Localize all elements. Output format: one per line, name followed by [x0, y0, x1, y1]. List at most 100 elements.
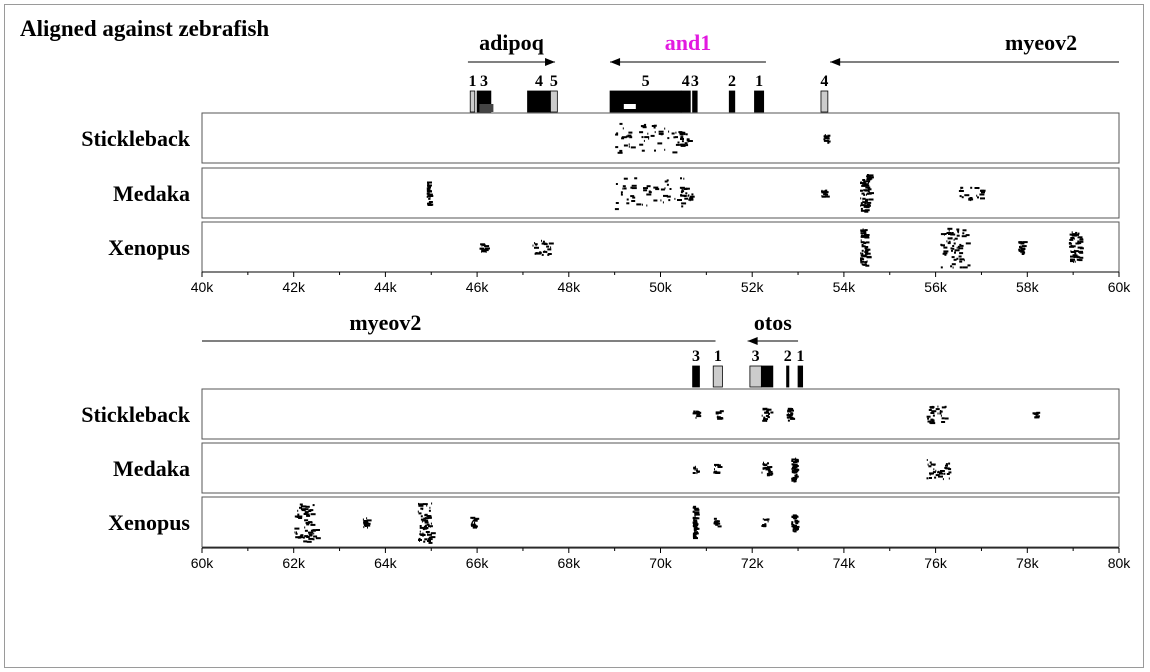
exon-label: 4 [682, 73, 690, 90]
alignment-dot [865, 183, 869, 186]
alignment-dot [930, 418, 934, 421]
alignment-dot [928, 465, 932, 468]
alignment-dot [306, 523, 310, 526]
alignment-dot [980, 189, 984, 192]
alignment-dot [694, 507, 696, 510]
alignment-dot [1035, 415, 1040, 418]
alignment-dot [1078, 259, 1083, 262]
alignment-dot [630, 195, 635, 198]
alignment-dot [681, 140, 684, 143]
alignment-dot [687, 138, 689, 141]
alignment-dot [684, 142, 688, 145]
alignment-dot [641, 203, 643, 206]
alignment-dot [681, 190, 685, 193]
alignment-dot [714, 522, 720, 525]
alignment-dot [666, 179, 669, 182]
alignment-dot [696, 472, 698, 475]
alignment-dot [639, 143, 644, 146]
alignment-dot [793, 517, 798, 520]
track-label-xenopus: Xenopus [108, 235, 190, 260]
alignment-dot [959, 266, 963, 269]
alignment-dot [693, 519, 695, 522]
alignment-dot [419, 530, 421, 533]
alignment-dot [316, 529, 320, 531]
alignment-dot [297, 513, 300, 516]
alignment-dot [1074, 252, 1077, 255]
alignment-dot [542, 250, 547, 253]
alignment-dot [794, 520, 800, 523]
alignment-dot [694, 527, 700, 530]
alignment-dot [308, 521, 313, 524]
alignment-dot [547, 253, 550, 256]
alignment-dot [646, 193, 652, 196]
alignment-dot [946, 232, 952, 234]
alignment-dot [294, 531, 296, 534]
alignment-dot [668, 130, 670, 133]
exon-block [527, 90, 551, 113]
gene-arrow-otos [747, 337, 758, 345]
alignment-dot [761, 471, 763, 474]
alignment-dot [428, 195, 430, 198]
alignment-dot [865, 264, 870, 267]
alignment-dot [761, 414, 763, 417]
alignment-dot [763, 416, 766, 419]
alignment-dot [419, 525, 422, 527]
alignment-dot [428, 201, 433, 203]
alignment-dot [367, 526, 368, 529]
alignment-dot [694, 468, 696, 471]
alignment-dot [791, 479, 794, 482]
alignment-dot [944, 417, 949, 420]
alignment-dot [962, 229, 967, 232]
exon-block [469, 90, 476, 113]
alignment-dot [762, 419, 768, 422]
alignment-dot [940, 233, 945, 236]
alignment-dot [941, 406, 946, 409]
alignment-dot [623, 144, 628, 147]
alignment-dot [474, 521, 476, 524]
alignment-dot [861, 184, 866, 187]
alignment-dot [304, 529, 308, 532]
alignment-dot [696, 470, 700, 473]
alignment-dot [300, 534, 304, 537]
alignment-dot [687, 140, 693, 142]
alignment-dot [532, 244, 534, 247]
alignment-dot [636, 203, 642, 206]
alignment-dot [422, 503, 428, 506]
alignment-dot [428, 195, 431, 198]
alignment-dot [792, 526, 796, 529]
alignment-dot [474, 517, 480, 520]
alignment-dot [424, 517, 429, 520]
alignment-dot [675, 131, 677, 134]
exon-block [728, 90, 736, 113]
track-label-stickleback: Stickleback [81, 402, 191, 427]
alignment-dot [864, 209, 870, 212]
alignment-dot [689, 198, 694, 201]
alignment-dot [943, 250, 949, 253]
alignment-dot [866, 192, 872, 195]
alignment-dot [651, 125, 655, 127]
alignment-dot [864, 182, 867, 185]
alignment-dot [714, 463, 719, 466]
alignment-dot [655, 188, 660, 191]
alignment-dot [860, 232, 862, 235]
alignment-dot [937, 471, 943, 474]
alignment-dot [666, 183, 669, 186]
alignment-dot [976, 194, 978, 197]
alignment-dot [790, 412, 793, 415]
alignment-dot [934, 476, 937, 479]
alignment-dot [795, 474, 798, 476]
alignment-dot [302, 536, 305, 539]
alignment-dot [429, 506, 431, 509]
alignment-dot [866, 256, 872, 259]
alignment-dot [426, 188, 430, 191]
alignment-dot [861, 263, 867, 266]
exon-label: 1 [796, 348, 804, 365]
alignment-dot [952, 245, 955, 247]
alignment-dot [865, 180, 871, 183]
alignment-dot [363, 520, 367, 522]
alignment-dot [939, 410, 943, 413]
alignment-dot [860, 209, 866, 212]
alignment-dot [770, 411, 774, 414]
alignment-dot [717, 471, 721, 474]
alignment-dot [714, 520, 719, 523]
